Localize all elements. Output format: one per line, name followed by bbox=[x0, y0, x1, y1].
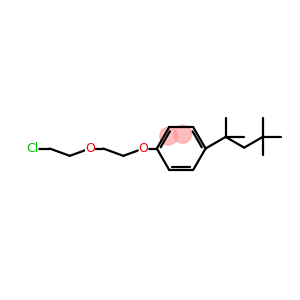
Text: O: O bbox=[85, 142, 95, 155]
Text: Cl: Cl bbox=[26, 142, 38, 155]
Circle shape bbox=[160, 127, 178, 145]
Text: O: O bbox=[139, 142, 148, 155]
Circle shape bbox=[174, 125, 192, 143]
